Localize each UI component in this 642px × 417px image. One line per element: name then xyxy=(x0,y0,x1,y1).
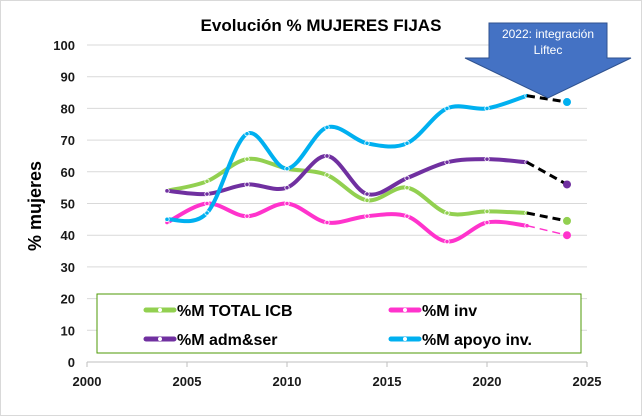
legend-label: %M inv xyxy=(422,303,477,320)
series-line xyxy=(165,93,529,224)
chart-title: Evolución % MUJERES FIJAS xyxy=(201,16,442,35)
data-point xyxy=(444,238,450,245)
legend-entry: %M TOTAL ICB xyxy=(143,303,293,320)
data-point xyxy=(404,213,410,219)
y-tick-label: 90 xyxy=(61,70,75,85)
legend-label: %M TOTAL ICB xyxy=(177,303,293,320)
data-point xyxy=(324,219,330,226)
data-point xyxy=(244,156,250,162)
x-tick-label: 2005 xyxy=(173,374,202,389)
data-point xyxy=(404,175,410,181)
projection-point xyxy=(563,231,571,240)
y-tick-label: 60 xyxy=(61,165,75,180)
y-tick-label: 70 xyxy=(61,133,75,148)
data-point xyxy=(244,131,250,137)
callout-arrow-shape xyxy=(464,22,632,99)
data-point xyxy=(204,178,210,184)
callout-line2: Liftec xyxy=(534,43,563,57)
data-point xyxy=(364,213,370,219)
axes: 0 10 20 30 40 50 60 70 80 90 100 2000 2005 2010 2015 20… xyxy=(53,38,601,389)
legend-label: %M adm&ser xyxy=(177,332,277,349)
projection-point xyxy=(563,98,571,107)
legend-marker xyxy=(403,337,407,341)
legend-marker xyxy=(403,308,407,312)
data-point xyxy=(324,172,330,178)
gridlines xyxy=(87,44,587,331)
data-point xyxy=(324,124,330,131)
projection-line xyxy=(526,160,568,186)
projection-point xyxy=(563,216,571,225)
data-point xyxy=(204,200,210,207)
x-tick-label: 2020 xyxy=(473,374,502,389)
data-point xyxy=(204,210,210,216)
y-tick-label: 40 xyxy=(61,228,75,243)
data-point xyxy=(364,197,370,203)
y-tick-label: 80 xyxy=(61,101,75,116)
series-m-inv xyxy=(164,200,571,245)
data-point xyxy=(244,213,250,219)
x-tick-label: 2025 xyxy=(573,374,602,389)
data-point xyxy=(404,140,410,146)
legend-label: %M apoyo inv. xyxy=(422,332,532,349)
legend-entry: %M inv xyxy=(388,303,477,320)
data-point xyxy=(404,185,410,191)
data-point xyxy=(484,156,490,162)
x-tick-label: 2000 xyxy=(73,374,102,389)
projection-line xyxy=(526,94,568,104)
data-point xyxy=(484,105,490,112)
data-point xyxy=(284,166,290,172)
y-tick-label: 100 xyxy=(53,38,75,53)
callout-line1: 2022: integración xyxy=(502,27,594,41)
data-point xyxy=(364,140,370,146)
series-m-adm-ser xyxy=(164,153,571,197)
projection-line xyxy=(526,211,568,223)
legend-box xyxy=(96,293,582,354)
y-axis-label: % mujeres xyxy=(25,161,45,251)
series-line xyxy=(165,153,529,197)
data-point xyxy=(164,216,170,222)
data-point xyxy=(324,153,330,159)
y-tick-label: 50 xyxy=(61,197,75,212)
legend: %M TOTAL ICB %M inv %M adm&ser %M apoyo inv… xyxy=(96,293,582,354)
data-point xyxy=(284,185,290,191)
data-point xyxy=(444,105,450,112)
data-point xyxy=(364,191,370,197)
y-tick-label: 10 xyxy=(61,323,75,338)
legend-entry: %M adm&ser xyxy=(143,332,277,349)
series-m-apoyo-inv xyxy=(164,93,571,224)
series-lines xyxy=(164,93,571,245)
legend-entry: %M apoyo inv. xyxy=(388,332,532,349)
legend-marker xyxy=(158,337,162,341)
data-point xyxy=(244,181,250,188)
projection-line xyxy=(526,224,568,236)
data-point xyxy=(284,200,290,207)
data-point xyxy=(444,159,450,165)
y-tick-label: 20 xyxy=(61,292,75,307)
x-tick-label: 2015 xyxy=(373,374,402,389)
data-point xyxy=(484,208,490,215)
legend-marker xyxy=(158,308,162,312)
data-point xyxy=(164,188,170,194)
series-line xyxy=(165,201,529,244)
projection-point xyxy=(563,180,571,189)
data-point xyxy=(484,219,490,226)
y-tick-label: 0 xyxy=(68,355,75,370)
callout-annotation: 2022: integración Liftec xyxy=(464,22,632,99)
data-point xyxy=(444,210,450,216)
data-point xyxy=(204,191,210,197)
x-tick-label: 2010 xyxy=(273,374,302,389)
y-tick-label: 30 xyxy=(61,260,75,275)
